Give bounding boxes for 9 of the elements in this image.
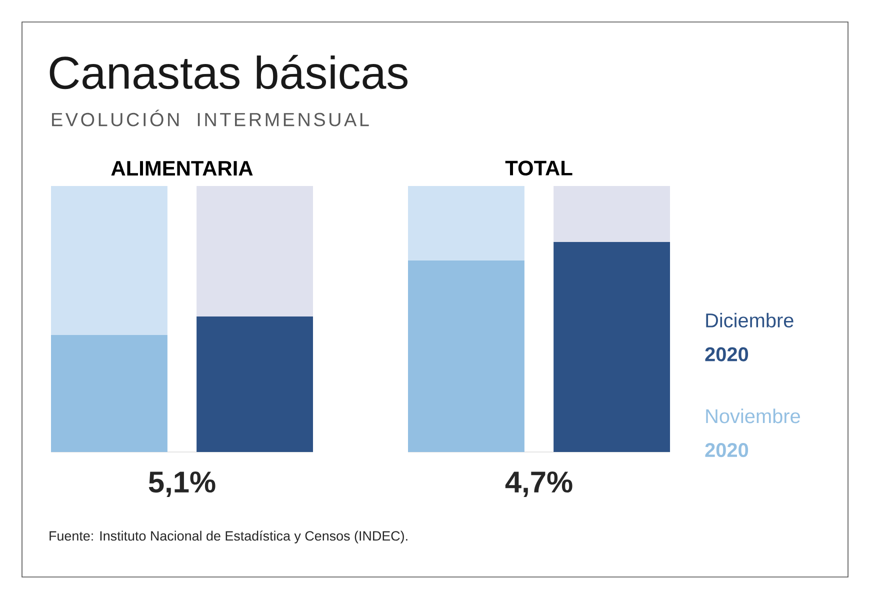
text: 5,1% [148,472,216,497]
series-label: Diciembre 2020 [705,312,794,362]
text: Noviembre 2020 [705,408,800,458]
text: EVOLUCIÓN INTERMENSUAL [52,110,369,126]
chart-title: ALIMENTARIA [111,161,253,176]
text: 4,7% [505,472,572,497]
text: Canastas básicas [50,54,408,90]
source-note: Fuente: Instituto Nacional de Estadística y Censos (INDEC). [50,530,408,544]
chart-title: TOTAL [505,160,572,176]
